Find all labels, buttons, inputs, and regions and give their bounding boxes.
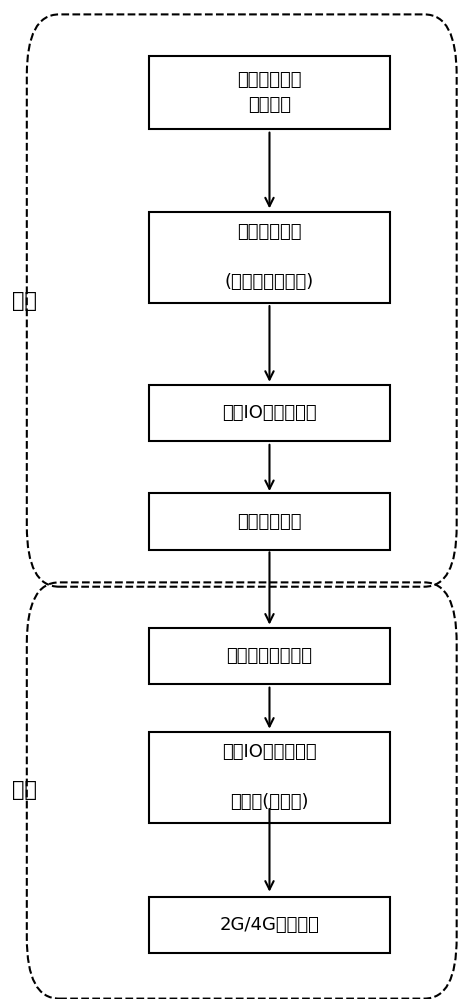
FancyBboxPatch shape xyxy=(149,56,390,129)
Text: 外网: 外网 xyxy=(12,780,37,800)
Text: 生成测试结果

(故障状态及类型): 生成测试结果 (故障状态及类型) xyxy=(225,223,314,291)
FancyBboxPatch shape xyxy=(149,385,390,441)
Text: 外网光耦隔离模块: 外网光耦隔离模块 xyxy=(226,647,312,665)
Text: 2G/4G通讯模块: 2G/4G通讯模块 xyxy=(219,916,319,934)
FancyBboxPatch shape xyxy=(149,732,390,823)
Text: 根据IO量上传数据

给云端(单片机): 根据IO量上传数据 给云端(单片机) xyxy=(222,743,317,811)
Text: 光耦隔离模块: 光耦隔离模块 xyxy=(237,513,302,531)
Text: 生成IO量组合状态: 生成IO量组合状态 xyxy=(222,404,317,422)
Text: 定期自动巡检
网络状态: 定期自动巡检 网络状态 xyxy=(237,71,302,114)
FancyBboxPatch shape xyxy=(149,628,390,684)
FancyBboxPatch shape xyxy=(149,493,390,550)
FancyBboxPatch shape xyxy=(149,212,390,303)
FancyBboxPatch shape xyxy=(149,897,390,953)
Text: 内网: 内网 xyxy=(12,291,37,311)
